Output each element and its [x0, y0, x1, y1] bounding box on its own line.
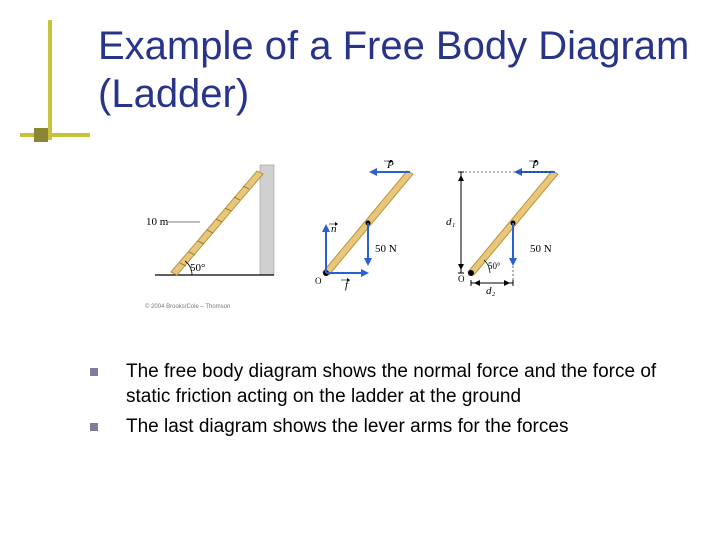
page-title: Example of a Free Body Diagram (Ladder)	[98, 22, 720, 118]
bullet-text: The last diagram shows the lever arms fo…	[126, 415, 568, 440]
accent-horizontal-bar	[20, 133, 90, 137]
panel-free-body: O n f P 50 N	[315, 160, 413, 291]
bullet-text: The free body diagram shows the normal f…	[126, 360, 670, 409]
ladder-diagram-figure: 50° 10 m O n f P	[140, 160, 600, 340]
panel3-angle-label: 50°	[488, 261, 501, 271]
panel1-length-label: 10 m	[146, 216, 169, 228]
panel-lever-arms: O P d₁ 50 N	[446, 160, 558, 297]
list-item: The free body diagram shows the normal f…	[90, 360, 670, 409]
bullet-icon	[90, 368, 98, 376]
panel2-weight-label: 50 N	[375, 243, 397, 255]
accent-vertical-bar	[48, 20, 52, 140]
figure-copyright: © 2004 Brooks/Cole – Thomson	[145, 303, 230, 310]
panel3-d1-label: d₁	[446, 216, 456, 228]
bullet-icon	[90, 423, 98, 431]
bullet-list: The free body diagram shows the normal f…	[90, 360, 670, 446]
accent-corner-box	[34, 128, 48, 142]
panel2-origin-label: O	[315, 276, 322, 286]
panel3-weight-label: 50 N	[530, 243, 552, 255]
panel3-origin-label: O	[458, 274, 465, 284]
panel3-d2-label: d₂	[486, 285, 496, 297]
panel1-angle-label: 50°	[190, 262, 205, 274]
panel-physical-setup: 50° 10 m	[146, 165, 274, 275]
list-item: The last diagram shows the lever arms fo…	[90, 415, 670, 440]
